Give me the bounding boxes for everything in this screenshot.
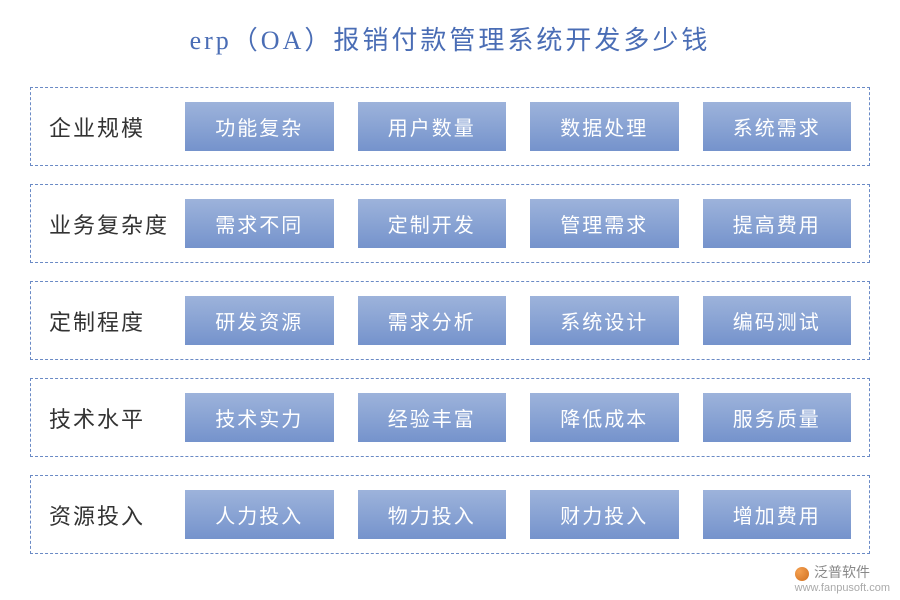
watermark-brand: 泛普软件: [814, 564, 870, 580]
tags-group: 需求不同定制开发管理需求提高费用: [185, 199, 851, 248]
tags-group: 研发资源需求分析系统设计编码测试: [185, 296, 851, 345]
tag-item: 需求分析: [358, 296, 507, 345]
tag-item: 经验丰富: [358, 393, 507, 442]
rows-container: 企业规模功能复杂用户数量数据处理系统需求业务复杂度需求不同定制开发管理需求提高费…: [30, 87, 870, 554]
tag-item: 功能复杂: [185, 102, 334, 151]
logo-icon: [795, 567, 809, 581]
tag-item: 管理需求: [530, 199, 679, 248]
tag-item: 服务质量: [703, 393, 852, 442]
factor-row: 资源投入人力投入物力投入财力投入增加费用: [30, 475, 870, 554]
tag-item: 定制开发: [358, 199, 507, 248]
tag-item: 财力投入: [530, 490, 679, 539]
tag-item: 系统需求: [703, 102, 852, 151]
watermark: 泛普软件 www.fanpusoft.com: [795, 562, 890, 594]
row-label: 业务复杂度: [49, 208, 169, 240]
tag-item: 系统设计: [530, 296, 679, 345]
watermark-url: www.fanpusoft.com: [795, 582, 890, 594]
tag-item: 研发资源: [185, 296, 334, 345]
tag-item: 人力投入: [185, 490, 334, 539]
tags-group: 功能复杂用户数量数据处理系统需求: [185, 102, 851, 151]
factor-row: 业务复杂度需求不同定制开发管理需求提高费用: [30, 184, 870, 263]
row-label: 定制程度: [49, 305, 169, 337]
tag-item: 提高费用: [703, 199, 852, 248]
tag-item: 用户数量: [358, 102, 507, 151]
tag-item: 增加费用: [703, 490, 852, 539]
tag-item: 需求不同: [185, 199, 334, 248]
row-label: 资源投入: [49, 499, 169, 531]
row-label: 技术水平: [49, 402, 169, 434]
factor-row: 企业规模功能复杂用户数量数据处理系统需求: [30, 87, 870, 166]
page-title: erp（OA）报销付款管理系统开发多少钱: [30, 20, 870, 57]
tag-item: 编码测试: [703, 296, 852, 345]
tag-item: 物力投入: [358, 490, 507, 539]
tag-item: 数据处理: [530, 102, 679, 151]
tags-group: 人力投入物力投入财力投入增加费用: [185, 490, 851, 539]
tag-item: 降低成本: [530, 393, 679, 442]
row-label: 企业规模: [49, 111, 169, 143]
tags-group: 技术实力经验丰富降低成本服务质量: [185, 393, 851, 442]
factor-row: 技术水平技术实力经验丰富降低成本服务质量: [30, 378, 870, 457]
factor-row: 定制程度研发资源需求分析系统设计编码测试: [30, 281, 870, 360]
tag-item: 技术实力: [185, 393, 334, 442]
